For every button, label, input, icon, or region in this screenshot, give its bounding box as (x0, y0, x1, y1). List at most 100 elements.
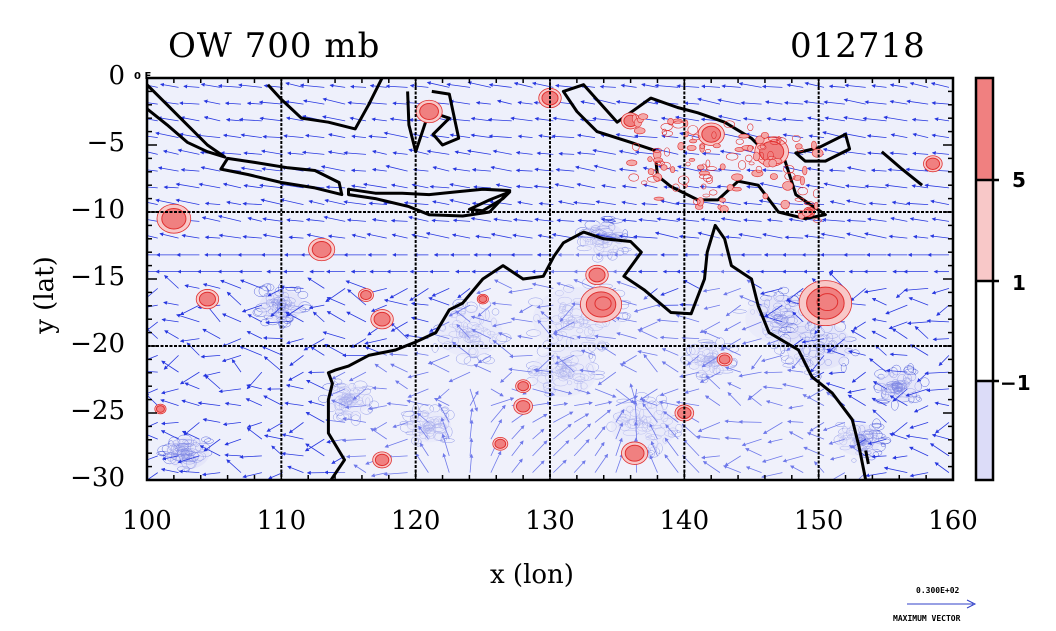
wind-arrow (552, 332, 575, 340)
wind-arrow (828, 84, 845, 89)
wind-arrow (328, 388, 346, 396)
wind-arrow (701, 84, 720, 89)
wind-arrow (871, 84, 887, 89)
positive-contour (687, 125, 699, 135)
wind-arrow (372, 149, 387, 155)
wind-arrow (353, 464, 367, 473)
plot-title-right: 012718 (790, 26, 926, 66)
wind-arrow (177, 455, 200, 464)
positive-contour-core (701, 125, 722, 143)
positive-contour (813, 218, 822, 223)
wind-arrow (738, 81, 762, 88)
wind-arrow (659, 388, 679, 397)
negative-contour (452, 298, 468, 310)
wind-arrow (664, 437, 679, 457)
wind-arrow (908, 297, 929, 306)
wind-arrow (844, 83, 866, 88)
wind-arrow (762, 232, 783, 239)
positive-contour (632, 142, 640, 152)
wind-arrow (804, 234, 825, 239)
positive-contour (719, 163, 726, 171)
wind-arrow (682, 151, 700, 156)
wind-arrow (383, 472, 408, 477)
positive-contour-core (588, 267, 606, 283)
wind-arrow (198, 182, 221, 189)
wind-arrow (362, 182, 387, 189)
wind-arrow (888, 234, 908, 239)
wind-arrow (431, 218, 450, 223)
wind-arrow (281, 433, 304, 440)
wind-arrow (601, 183, 616, 189)
negative-region (165, 437, 210, 470)
wind-arrow (871, 317, 887, 323)
wind-arrow (510, 317, 533, 323)
wind-arrow (825, 382, 845, 390)
wind-arrow (147, 235, 158, 239)
wind-arrow (740, 100, 762, 105)
wind-arrow (426, 149, 450, 155)
wind-arrow (286, 116, 304, 122)
negative-region (877, 370, 922, 403)
wind-arrow (618, 167, 637, 172)
wind-arrow (784, 235, 804, 240)
wind-arrow (697, 422, 721, 433)
wind-arrow (327, 150, 346, 155)
wind-arrow (509, 354, 533, 359)
wind-arrow (594, 388, 617, 398)
positive-contour (719, 197, 726, 203)
wind-arrow (383, 298, 408, 306)
wind-arrow (809, 422, 825, 432)
max-vector-arrow (907, 599, 977, 609)
wind-arrow (864, 184, 887, 189)
wind-arrow (515, 168, 533, 173)
wind-arrow (574, 401, 593, 407)
wind-arrow (748, 395, 762, 406)
wind-arrow (471, 167, 491, 172)
wind-arrow (366, 232, 387, 239)
wind-arrow (843, 115, 866, 122)
wind-arrow (871, 454, 887, 459)
wind-arrow (341, 438, 366, 443)
wind-arrow (633, 400, 638, 423)
wind-arrow (239, 454, 262, 459)
wind-arrow (160, 430, 179, 440)
positive-contour (801, 209, 812, 217)
negative-contour (201, 436, 211, 443)
wind-arrow (284, 401, 304, 407)
wind-arrow (884, 183, 908, 189)
positive-contour (671, 183, 680, 192)
wind-arrow (488, 134, 512, 139)
wind-arrow (419, 442, 429, 457)
wind-arrow (490, 397, 515, 407)
wind-arrow (872, 381, 887, 390)
wind-arrow (863, 287, 887, 294)
wind-arrow (350, 84, 366, 89)
wind-arrow (268, 472, 283, 480)
positive-contour-core (311, 241, 332, 258)
wind-arrow (288, 422, 304, 434)
positive-contour (737, 160, 747, 170)
wind-arrow (163, 301, 179, 306)
wind-arrow (408, 215, 429, 222)
positive-contour (647, 156, 653, 162)
wind-arrow (683, 279, 700, 289)
wind-arrow (781, 117, 804, 122)
wind-arrow (759, 182, 783, 189)
wind-arrow (931, 433, 950, 440)
wind-arrow (889, 395, 908, 406)
y-tick-label: −25 (70, 396, 125, 426)
wind-arrow (638, 321, 658, 331)
wind-arrow (538, 201, 554, 206)
wind-arrow (242, 472, 262, 479)
wind-arrow (806, 166, 825, 172)
wind-arrow (633, 304, 658, 313)
wind-arrow (936, 304, 950, 316)
positive-contour (760, 131, 769, 139)
wind-arrow (350, 168, 366, 173)
wind-arrow (488, 83, 512, 88)
negative-contour (871, 423, 883, 428)
wind-arrow (179, 371, 200, 385)
wind-arrow (299, 83, 325, 88)
wind-arrow (241, 304, 262, 313)
wind-arrow (517, 100, 533, 105)
